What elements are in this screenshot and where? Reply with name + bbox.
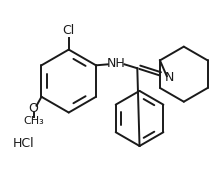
Text: CH₃: CH₃ — [23, 116, 44, 126]
Text: NH: NH — [106, 57, 125, 70]
Text: N: N — [165, 71, 174, 84]
Text: O: O — [29, 102, 39, 115]
Text: Cl: Cl — [62, 24, 75, 37]
Text: HCl: HCl — [13, 137, 34, 150]
